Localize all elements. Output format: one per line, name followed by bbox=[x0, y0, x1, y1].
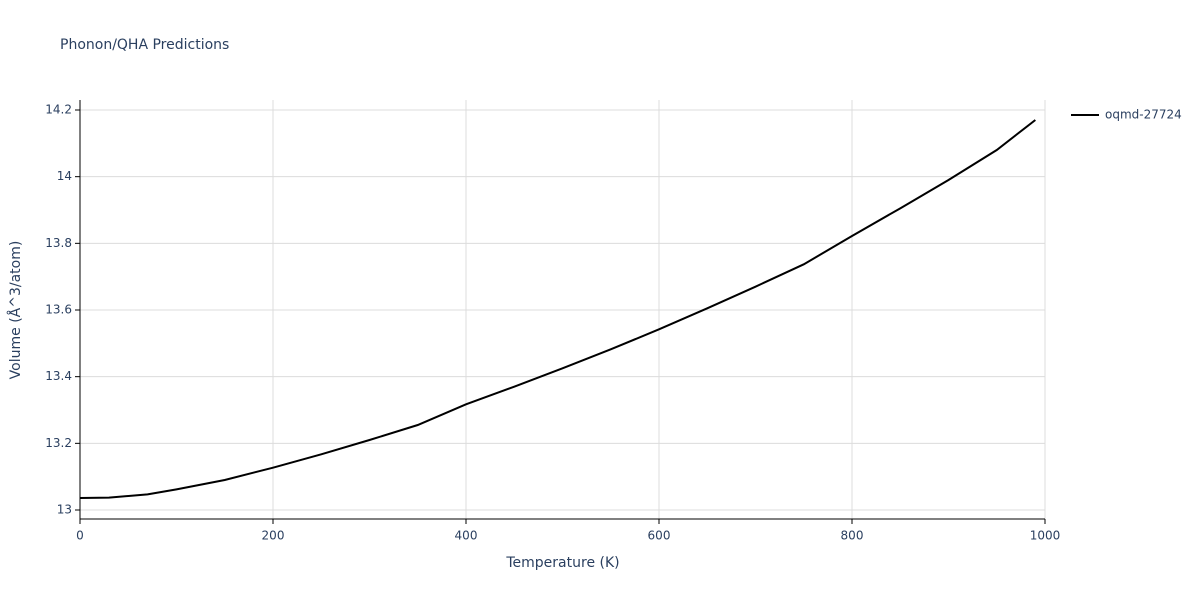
x-tick-label: 200 bbox=[262, 529, 285, 543]
data-line bbox=[79, 119, 1036, 499]
x-tick-label: 600 bbox=[648, 529, 671, 543]
y-tick-label: 13.6 bbox=[45, 303, 72, 317]
y-tick-label: 14.2 bbox=[45, 103, 72, 117]
y-axis-title: Volume (Å^3/atom) bbox=[7, 241, 24, 380]
legend-label: oqmd-27724 bbox=[1105, 108, 1182, 122]
x-axis-title: Temperature (K) bbox=[505, 555, 619, 571]
x-tick-label: 800 bbox=[841, 529, 864, 543]
y-tick-label: 14 bbox=[57, 169, 72, 183]
x-tick-label: 400 bbox=[455, 529, 478, 543]
y-tick-label: 13 bbox=[57, 503, 72, 517]
chart-title: Phonon/QHA Predictions bbox=[60, 37, 229, 53]
x-tick-label: 0 bbox=[76, 529, 84, 543]
y-tick-label: 13.2 bbox=[45, 436, 72, 450]
x-tick-label: 1000 bbox=[1030, 529, 1061, 543]
y-tick-label: 13.4 bbox=[45, 369, 72, 383]
y-tick-label: 13.8 bbox=[45, 236, 72, 250]
